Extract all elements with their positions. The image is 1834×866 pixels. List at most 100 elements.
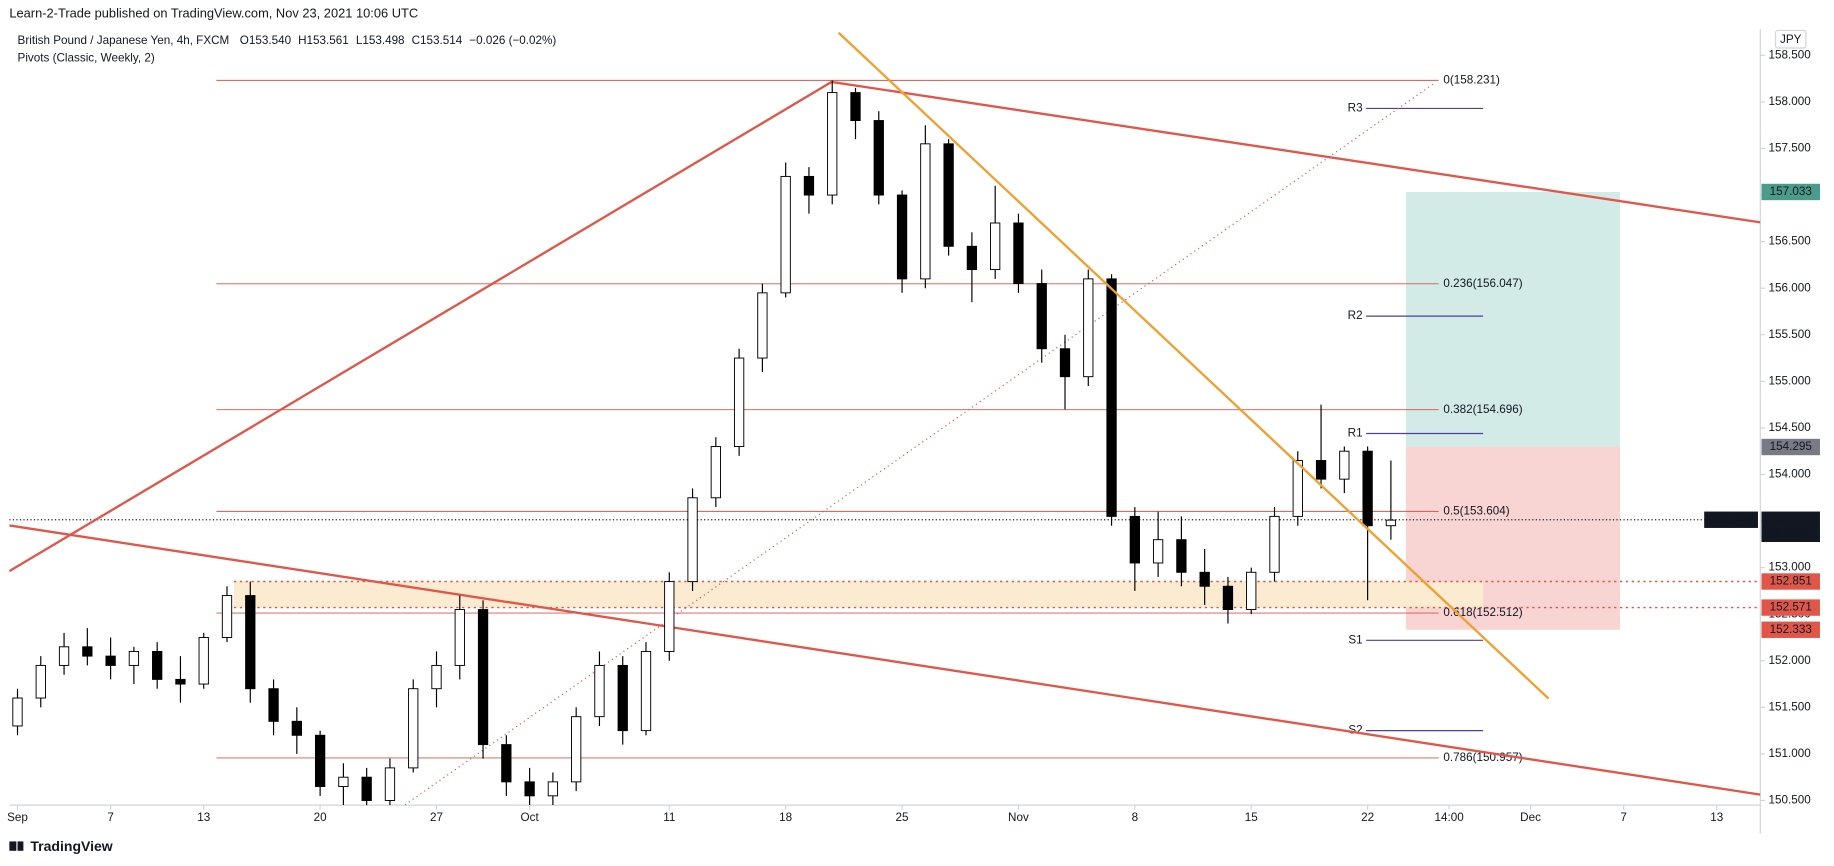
candle-body (664, 581, 675, 652)
candle-body (1339, 450, 1350, 480)
last-price-label: 153.514 (1770, 513, 1813, 526)
candle-body (1385, 519, 1397, 527)
y-tick-label: 155.500 (1769, 328, 1812, 341)
legend-values: O153.540 H153.561 L153.498 C153.514 −0.026 (… (240, 34, 557, 47)
candle-body (687, 497, 698, 583)
support-zone (233, 581, 1484, 608)
x-tick-label: Nov (1008, 811, 1029, 824)
candle-body (1059, 348, 1071, 378)
candle-body (1106, 278, 1117, 517)
candle-body (966, 245, 978, 271)
candle-body (245, 595, 256, 690)
x-tick-label: 13 (197, 811, 210, 824)
fib-label: 0.618(152.512) (1443, 606, 1522, 619)
plot: 0(158.231) 0.236(156.047) 0.382(154.696) 0.… (9, 31, 1761, 806)
legend-value: L153.498 (356, 34, 405, 47)
x-tick-label: 15 (1245, 811, 1258, 824)
candle-body (82, 646, 93, 657)
price-label: 152.333 (1770, 623, 1812, 636)
fib-label: 0(158.231) (1443, 73, 1500, 86)
y-tick-label: 150.500 (1769, 794, 1812, 807)
brand-name: TradingView (30, 838, 112, 854)
candle-body (221, 595, 233, 638)
candle-body (105, 655, 116, 666)
candle-body (268, 688, 279, 722)
candle-body (640, 650, 652, 732)
candle-body (1129, 515, 1140, 564)
candle-body (291, 720, 302, 736)
pivot-label: S2 (1348, 724, 1362, 737)
candle-body (1222, 585, 1234, 611)
x-tick-label: Dec (1520, 811, 1541, 824)
candle-body (943, 143, 954, 247)
candle-body (710, 446, 721, 499)
candle-body (1152, 539, 1164, 564)
candle-body (1036, 283, 1047, 350)
symbol-label: GBPJPY (1708, 513, 1754, 526)
price-label-box (1761, 438, 1820, 456)
candle-body (803, 175, 815, 196)
candle-body (827, 92, 838, 196)
y-tick-label: 158.500 (1769, 48, 1812, 61)
fib-label: 0.5(153.604) (1443, 504, 1509, 517)
price-label-box (1761, 621, 1820, 638)
candle-body (1269, 515, 1280, 573)
candle-body (896, 194, 908, 280)
price-label: 157.033 (1770, 185, 1812, 198)
price-label-box (1761, 573, 1820, 590)
x-tick-label: 11 (663, 811, 675, 824)
price-label-box (1761, 599, 1820, 616)
channel-line (831, 80, 1761, 224)
last-price-box (1761, 511, 1820, 542)
pivot-label: R3 (1348, 102, 1363, 115)
price-label: 154.295 (1770, 440, 1813, 453)
target-zone (1405, 191, 1620, 448)
pivot-label: S1 (1348, 633, 1362, 646)
candle-body (733, 357, 745, 448)
candle-body (361, 776, 372, 801)
candle-body (920, 143, 931, 280)
candle-body (757, 292, 768, 359)
candle-body (1083, 278, 1094, 378)
x-tick-label: 7 (1620, 811, 1627, 824)
y-tick-label: 151.500 (1769, 700, 1812, 713)
x-tick-label: 22 (1361, 811, 1374, 824)
legend-value: H153.561 (298, 34, 349, 47)
candle-body (1199, 571, 1210, 587)
x-tick-label: 25 (896, 811, 909, 824)
pivot-label: R2 (1348, 309, 1363, 322)
published: Learn-2-Trade published on TradingView.c… (9, 5, 418, 20)
candle-body (477, 609, 489, 746)
pivot-label: R1 (1348, 427, 1363, 440)
price-label: 152.851 (1770, 575, 1812, 588)
candle-body (1176, 539, 1187, 573)
candle-body (594, 664, 605, 718)
candle-body (850, 92, 861, 122)
y-tick-label: 151.000 (1769, 747, 1812, 760)
y-tick-label: 155.000 (1769, 374, 1812, 387)
currency: JPY (1780, 33, 1802, 46)
candle-body (454, 609, 465, 666)
candles (12, 80, 1397, 806)
legend-value: O153.540 (240, 34, 292, 47)
candle-body (524, 781, 535, 797)
trend-line (9, 80, 833, 573)
x-tick-label: 18 (779, 811, 792, 824)
indicator: Pivots (Classic, Weekly, 2) (18, 52, 155, 65)
candle-body (1292, 460, 1303, 517)
logo (17, 841, 24, 851)
candle-body (175, 678, 186, 685)
candle-body (12, 697, 23, 727)
candle-body (617, 664, 628, 732)
candle-body (547, 781, 559, 797)
candle-body (1013, 222, 1024, 285)
candle-body (314, 734, 326, 787)
y-tick-label: 154.500 (1769, 421, 1812, 434)
channel-line (9, 524, 1761, 796)
y-tick-label: 156.000 (1769, 281, 1812, 294)
candle-body (198, 637, 209, 685)
candle-body (1246, 571, 1257, 611)
x-tick-label: 8 (1132, 811, 1139, 824)
y-tick-label: 153.000 (1769, 561, 1812, 574)
y-tick-label: 158.000 (1769, 95, 1812, 108)
